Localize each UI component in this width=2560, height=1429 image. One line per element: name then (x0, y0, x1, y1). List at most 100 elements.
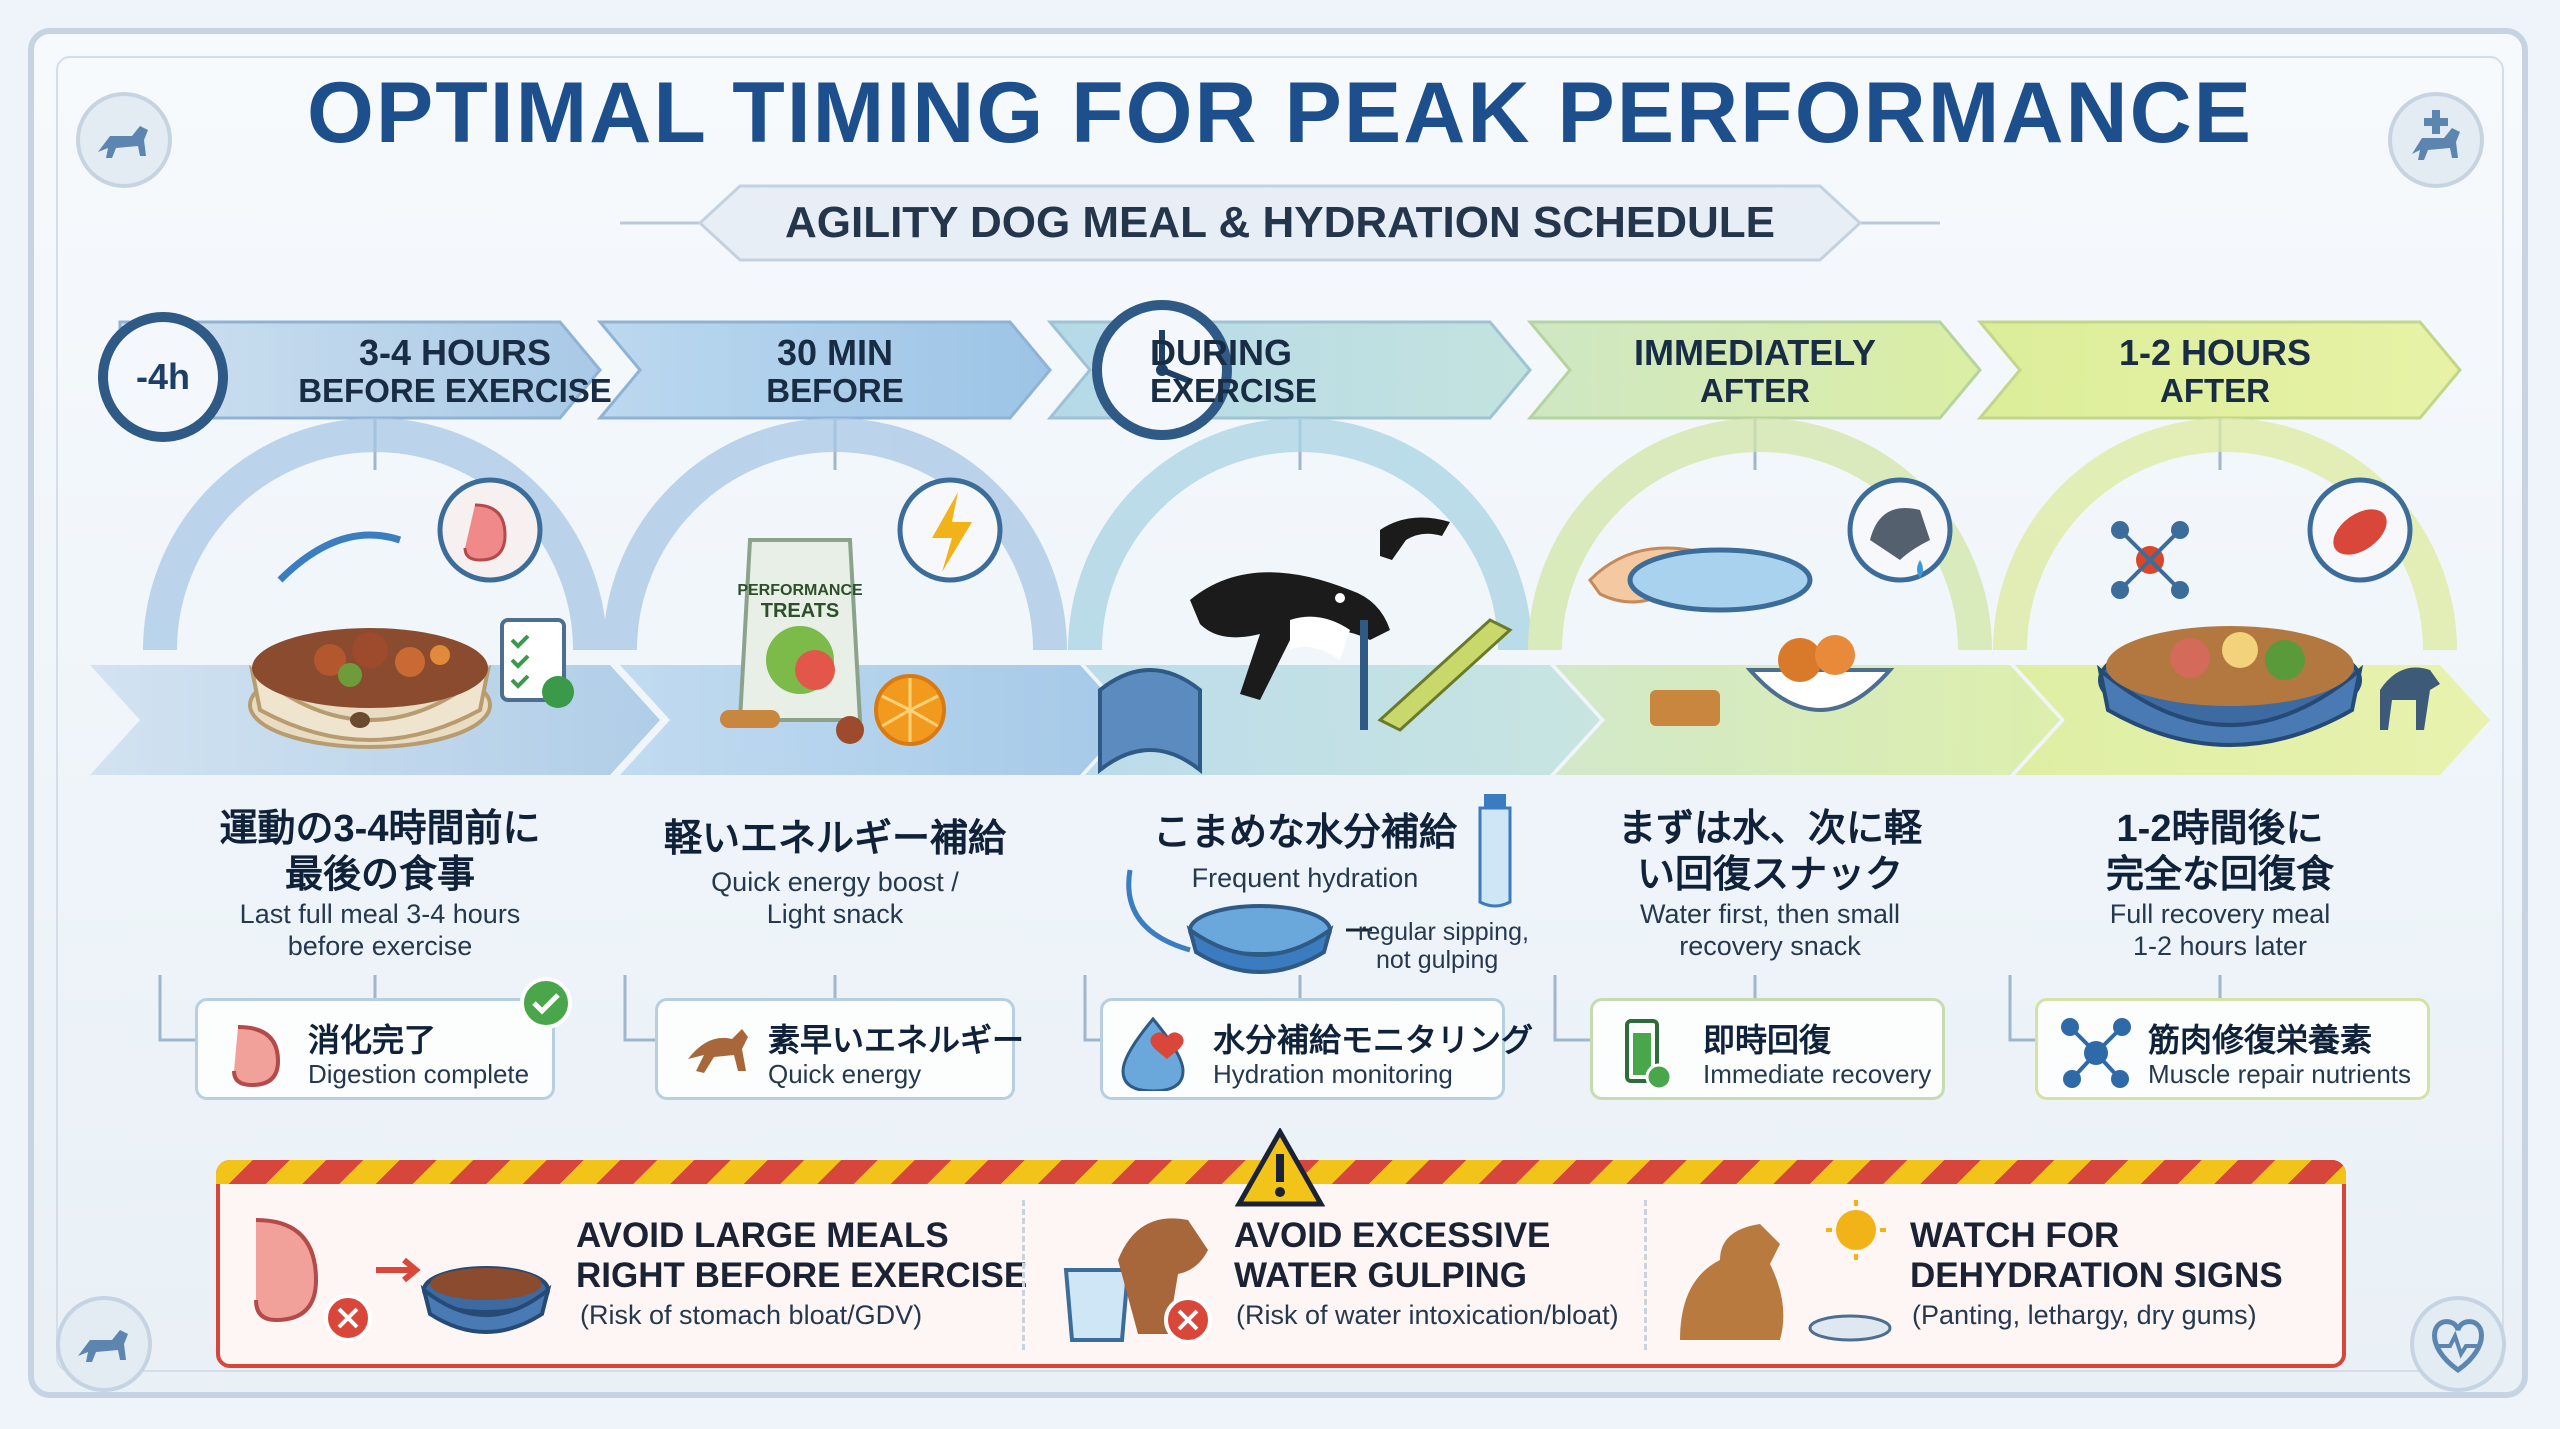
stage2-illustration: PERFORMANCE TREATS (720, 477, 1003, 746)
nutrient-molecule-icon (2061, 1018, 2131, 1088)
warning2-title-line1: AVOID EXCESSIVE (1234, 1216, 1551, 1255)
stage4-en-line1: Water first, then small (1639, 899, 1901, 929)
badge-quick-energy: 素早いエネルギー Quick energy (655, 998, 1024, 1100)
stage-label-line1: IMMEDIATELY (1633, 332, 1876, 373)
energy-bolt-icon (897, 477, 1003, 583)
stage-1-2-hours-header: 1-2 HOURS AFTER (1960, 322, 2470, 418)
warning3-note: (Panting, lethargy, dry gums) (1912, 1300, 2257, 1330)
muscle-recovery-icon (2307, 477, 2413, 583)
badge-ja: 水分補給モニタリング (1213, 1022, 1534, 1058)
countdown-clock-icon: -4h (98, 312, 228, 442)
stage4-en-line2: recovery snack (1679, 931, 1861, 961)
stage1-en-text: Last full meal 3-4 hours before exercise (150, 898, 610, 962)
badge-immediate-recovery: 即時回復 Immediate recovery (1590, 998, 1945, 1100)
checkmark-icon (520, 977, 572, 1029)
badge-digestion-complete: 消化完了 Digestion complete (195, 977, 572, 1100)
warning3-title-line1: WATCH FOR (1910, 1216, 2120, 1255)
stage-3-4-hours-header: 3-4 HOURS BEFORE EXERCISE (160, 322, 670, 418)
stage3-illustration (1098, 517, 1513, 775)
warning-divider (1022, 1200, 1025, 1350)
stage-label-line1: 1-2 HOURS (2118, 332, 2312, 373)
stage-label-line1: 3-4 HOURS (358, 332, 552, 373)
stage1-ja-text: 運動の3-4時間前に 最後の食事 (150, 806, 610, 898)
curved-arrow-icon (1126, 869, 1191, 953)
stage4-ja-text: まずは水、次に軽 い回復スナック (1560, 806, 1980, 898)
countdown-clock-label: -4h (136, 356, 190, 397)
stage5-ja-line2: 完全な回復食 (2105, 854, 2334, 896)
stage3-ja-text: こまめな水分補給 (1100, 810, 1510, 856)
warning1-title-line2: RIGHT BEFORE EXERCISE (576, 1256, 1028, 1295)
agility-ramp-icon (1360, 618, 1513, 732)
stage3-note-line2: not gulping (1376, 946, 1499, 974)
stage1-illustration (248, 477, 574, 749)
stage4-en-text: Water first, then small recovery snack (1560, 898, 1980, 962)
collapsible-water-bowl-icon (1186, 904, 1334, 974)
badge-ja: 素早いエネルギー (768, 1022, 1025, 1058)
stage4-ja-line2: い回復スナック (1636, 854, 1903, 896)
stage5-illustration (2096, 477, 2440, 747)
stage4-ja-line1: まずは水、次に軽 (1617, 808, 1922, 850)
warning2-title: AVOID EXCESSIVE WATER GULPING (1234, 1216, 1550, 1296)
warning-divider (1644, 1200, 1647, 1350)
jumping-dog-icon (1380, 517, 1450, 560)
drinking-dog-icon (1847, 477, 1953, 583)
badge-en: Muscle repair nutrients (2148, 1059, 2411, 1089)
running-dog-icon (688, 1029, 748, 1073)
recovery-meal-bowl-icon (2096, 626, 2364, 747)
stage3-note-line1: regular sipping, (1358, 918, 1529, 946)
stage5-en-line2: 1-2 hours later (2132, 931, 2308, 961)
stage-30-min-header: 30 MIN BEFORE (580, 322, 1090, 418)
warning-triangle-icon (1235, 1128, 1325, 1207)
stage4-illustration (1588, 477, 1953, 726)
digestion-stomach-icon (437, 477, 543, 583)
badge-ja: 消化完了 (308, 1022, 437, 1058)
checklist-icon (500, 618, 574, 708)
badge-hydration-monitoring: 水分補給モニタリング Hydration monitoring (1100, 998, 1533, 1100)
stage5-en-line1: Full recovery meal (2109, 899, 2331, 929)
subtitle-banner-shape (620, 184, 1940, 262)
bone-treat-icon (720, 710, 864, 744)
stage-label-line2: EXERCISE (1150, 372, 1317, 409)
dog-bucket-icon (1063, 1218, 1212, 1344)
stage1-ja-line2: 最後の食事 (284, 854, 475, 896)
stage5-en-text: Full recovery meal 1-2 hours later (2020, 898, 2420, 962)
treats-bag-label-2: TREATS (761, 600, 840, 622)
heart-pulse-corner-icon (2410, 1296, 2506, 1392)
dog-corner-icon (76, 92, 172, 188)
stage-during-header: DURING EXERCISE (1150, 322, 1500, 418)
badge-en: Quick energy (768, 1059, 922, 1089)
badge-en: Immediate recovery (1703, 1059, 1932, 1089)
warning2-title-line2: WATER GULPING (1234, 1256, 1527, 1295)
panting-dog-sun-icon (1680, 1200, 1892, 1342)
dog-corner-bottom-icon (56, 1296, 152, 1392)
stage5-ja-line1: 1-2時間後に (2116, 808, 2324, 850)
orange-slice-icon (874, 674, 946, 746)
stage-label-line2: BEFORE EXERCISE (298, 372, 612, 409)
stage-label-line2: AFTER (1700, 372, 1810, 409)
stage3-ja-line1: こまめな水分補給 (1152, 812, 1457, 854)
page-title: OPTIMAL TIMING FOR PEAK PERFORMANCE (306, 65, 2254, 161)
stage2-ja-text: 軽いエネルギー補給 (615, 816, 1055, 862)
running-border-collie-icon (1190, 572, 1390, 700)
stomach-icon (232, 1025, 281, 1087)
hand-water-bowl-icon (1588, 546, 1813, 613)
warning3-title: WATCH FOR DEHYDRATION SIGNS (1910, 1216, 2283, 1296)
stage-label-line2: AFTER (2160, 372, 2270, 409)
water-drop-heart-icon (1121, 1016, 1185, 1091)
stomach-bowl-icon (254, 1218, 552, 1342)
full-meal-bowl-icon (248, 628, 492, 749)
stage-label-line1: 30 MIN (776, 332, 894, 373)
cycle-arrow-icon (277, 531, 402, 583)
performance-treats-bag-icon (737, 538, 863, 722)
stage5-ja-text: 1-2時間後に 完全な回復食 (2020, 806, 2420, 898)
stage3-note: regular sipping, not gulping (1358, 918, 1529, 974)
warning3-title-line2: DEHYDRATION SIGNS (1910, 1256, 2283, 1295)
stage1-en-line2: before exercise (287, 931, 473, 961)
stage2-ja-line1: 軽いエネルギー補給 (663, 818, 1006, 860)
badge-en: Digestion complete (308, 1059, 530, 1089)
stage3-en-line1: Frequent hydration (1191, 863, 1419, 893)
warning1-note: (Risk of stomach bloat/GDV) (580, 1300, 923, 1330)
molecule-icon (2111, 521, 2189, 599)
badge-muscle-repair: 筋肉修復栄養素 Muscle repair nutrients (2035, 998, 2430, 1100)
stage2-en-line2: Light snack (766, 899, 904, 929)
